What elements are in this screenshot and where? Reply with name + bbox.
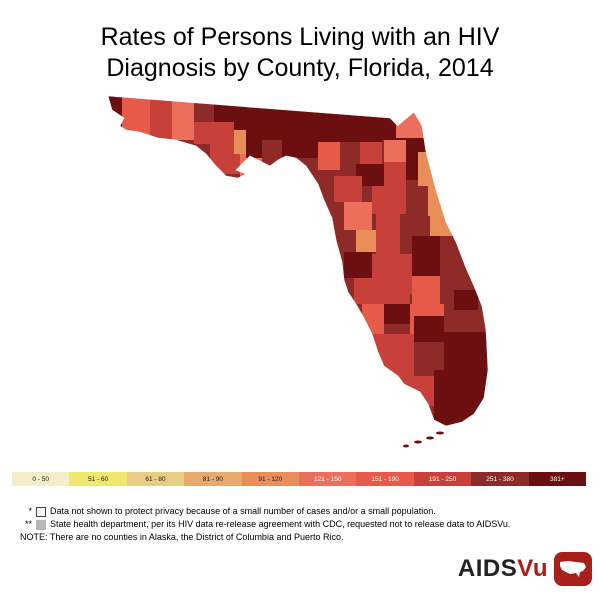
legend-bin-1: 51 - 60: [69, 472, 127, 486]
suppressed-note: * Data not shown to protect privacy beca…: [20, 505, 510, 518]
county-walton: [172, 96, 194, 140]
county-osceola: [412, 276, 440, 304]
county-pinellas: [340, 278, 354, 308]
county-clay: [384, 162, 406, 186]
county-lafayette: [340, 142, 360, 168]
color-legend: 0 - 50 51 - 60 61 - 80 81 - 90 91 - 120 …: [12, 472, 587, 486]
county-volusia: [428, 200, 452, 240]
county-liberty: [262, 140, 282, 164]
us-map-icon-svg: [560, 561, 586, 577]
county-levy: [344, 202, 372, 230]
county-washington: [194, 122, 234, 144]
legend-label-2: 61 - 80: [145, 475, 166, 483]
footnotes: * Data not shown to protect privacy beca…: [20, 505, 510, 544]
county-seminole: [440, 236, 460, 276]
legend-label-3: 81 - 90: [202, 475, 224, 483]
county-jefferson: [318, 108, 352, 142]
county-okaloosa: [150, 96, 172, 140]
legend-bin-3: 81 - 90: [184, 472, 242, 486]
county-suwannee: [360, 142, 382, 168]
florida-keys: [403, 431, 444, 448]
county-hernando: [344, 252, 372, 278]
legend-label-1: 51 - 60: [87, 475, 109, 483]
release-swatch: [36, 519, 46, 530]
legend-label-8: 251 - 380: [486, 475, 514, 483]
county-highlands: [414, 316, 444, 342]
general-note-text: NOTE: There are no counties in Alaska, t…: [20, 532, 344, 542]
key-2: [426, 436, 434, 440]
legend-label-7: 191 - 250: [428, 475, 457, 483]
legend-bin-6: 151 - 190: [356, 472, 414, 486]
brand-name-part1: AIDS: [457, 555, 518, 582]
legend-label-4: 91 - 120: [258, 475, 283, 483]
county-nassau: [396, 104, 424, 138]
suppressed-text: Data not shown to protect privacy becaus…: [50, 506, 436, 516]
county-orange: [412, 236, 440, 276]
county-putnam: [406, 186, 428, 216]
county-hamilton: [352, 108, 382, 142]
legend-label-0: 0 - 50: [32, 475, 50, 483]
county-dixie: [334, 176, 362, 202]
aidsvu-brand[interactable]: AIDSVu: [458, 552, 592, 586]
map-title-line-2: Diagnosis by County, Florida, 2014: [106, 54, 494, 82]
legend-bin-0: 0 - 50: [12, 472, 70, 486]
county-fills: [108, 96, 488, 426]
legend-bin-5: 121 - 150: [299, 472, 357, 486]
county-leon: [286, 108, 318, 158]
county-hillsborough: [354, 278, 376, 304]
legend-label-5: 121 - 150: [314, 475, 342, 483]
county-hardee: [384, 304, 410, 324]
county-miami-dade: [434, 370, 488, 426]
county-marion: [372, 186, 406, 214]
release-note: ** State health department, per its HIV …: [20, 518, 510, 531]
state-outline: [107, 95, 489, 427]
release-mark: **: [24, 519, 32, 529]
county-alachua: [356, 164, 384, 186]
release-text: State health department, per its HIV dat…: [50, 519, 511, 529]
key-3: [414, 440, 422, 444]
key-1: [436, 431, 444, 435]
suppressed-mark: *: [28, 506, 32, 516]
general-note: NOTE: There are no counties in Alaska, t…: [20, 531, 510, 544]
legend-bin-7: 191 - 250: [413, 472, 472, 486]
county-taylor: [318, 142, 340, 170]
county-holmes: [194, 96, 214, 122]
key-4: [403, 444, 409, 448]
legend-label-6: 151 - 190: [371, 475, 399, 483]
brand-wordmark: AIDSVu: [458, 555, 548, 583]
county-escambia: [108, 96, 122, 140]
county-pasco: [372, 254, 412, 294]
map-title-line-1: Rates of Persons Living with an HIV: [100, 23, 500, 51]
county-manatee: [362, 304, 384, 334]
legend-bin-8: 251 - 380: [471, 472, 529, 486]
county-union: [384, 140, 406, 164]
legend-bin-4: 91 - 120: [241, 472, 300, 486]
us-map-icon: [554, 552, 592, 586]
legend-bin-2: 61 - 80: [126, 472, 185, 486]
brand-name-part2: Vu: [517, 555, 548, 582]
suppressed-swatch: [36, 506, 46, 517]
legend-label-9: 381+: [550, 475, 565, 483]
map-title: Rates of Persons Living with an HIV Diag…: [40, 22, 560, 84]
county-collier: [400, 376, 434, 406]
county-citrus: [356, 230, 376, 252]
legend-bin-9: 381+: [528, 472, 587, 486]
county-sumter: [376, 214, 400, 254]
